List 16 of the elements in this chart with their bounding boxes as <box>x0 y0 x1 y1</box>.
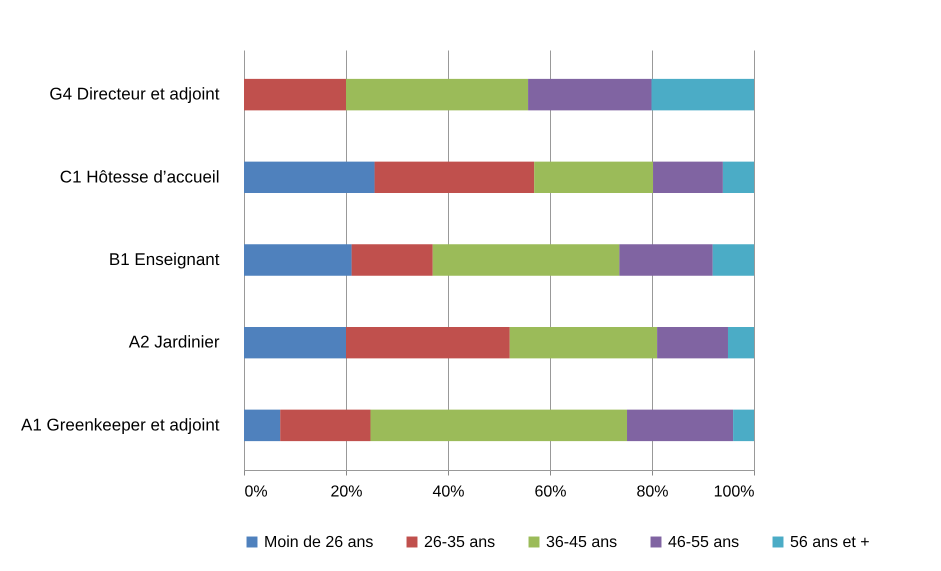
y-tick-label: G4 Directeur et adjoint <box>49 84 220 104</box>
y-tick-label: C1 Hôtesse d’accueil <box>60 167 220 186</box>
x-tick-label: 80% <box>636 484 669 500</box>
x-tick-label: 100% <box>714 484 754 500</box>
x-tick-label: 20% <box>330 484 363 500</box>
legend-label: 26-35 ans <box>424 534 496 551</box>
legend-label: 56 ans et + <box>790 534 870 551</box>
legend-label: 46-55 ans <box>668 534 740 551</box>
x-tick-label: 60% <box>534 484 567 500</box>
x-tick-label: 40% <box>432 484 465 500</box>
x-tick-label: 0% <box>244 484 268 500</box>
y-tick-label: B1 Enseignant <box>108 250 220 269</box>
y-tick-label: A1 Greenkeeper et adjoint <box>21 415 220 434</box>
legend-label: Moin de 26 ans <box>264 534 374 551</box>
legend-label: 36-45 ans <box>546 534 618 551</box>
y-tick-label: A2 Jardinier <box>128 332 220 352</box>
